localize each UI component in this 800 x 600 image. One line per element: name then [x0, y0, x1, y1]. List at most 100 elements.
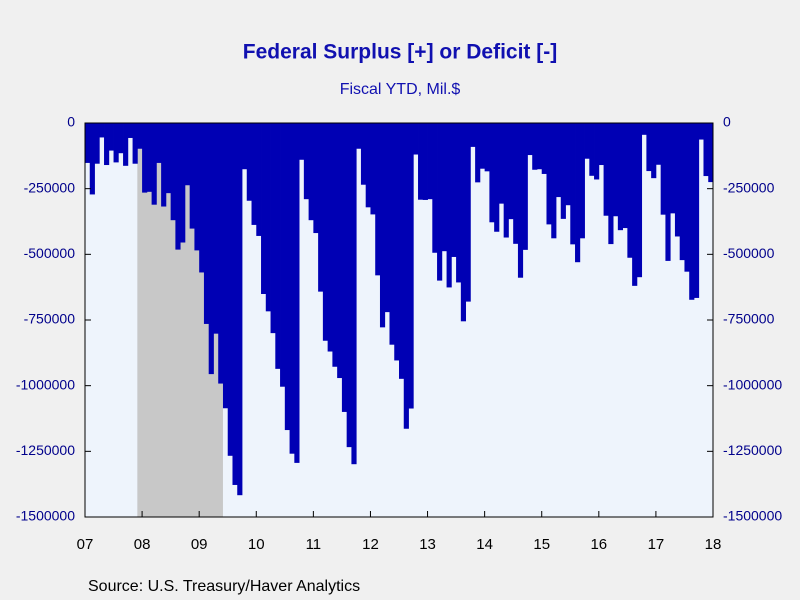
x-tick-label: 08: [134, 536, 151, 553]
bar: [123, 123, 129, 166]
bar: [308, 123, 314, 221]
bar: [636, 123, 643, 278]
bar: [522, 123, 528, 250]
bar: [484, 123, 490, 172]
bar: [527, 123, 533, 156]
y2-tick-label: 0: [723, 114, 731, 130]
bar: [256, 123, 262, 236]
bar: [551, 123, 557, 239]
bar: [280, 123, 286, 387]
bar: [579, 123, 585, 239]
bar: [498, 123, 505, 204]
y-tick-label: -250000: [24, 179, 76, 195]
bar: [108, 123, 114, 151]
bar: [113, 123, 119, 163]
bar: [242, 123, 248, 170]
bar: [351, 123, 357, 465]
bar: [546, 123, 552, 225]
bar: [689, 123, 695, 300]
bar: [222, 123, 229, 409]
bar: [570, 123, 576, 245]
bar: [246, 123, 252, 201]
x-tick-label: 16: [590, 536, 607, 553]
bar: [503, 123, 509, 238]
y-tick-label: -1250000: [16, 442, 75, 458]
bar: [384, 123, 390, 313]
bar: [670, 123, 676, 214]
bar: [184, 123, 191, 186]
bar: [346, 123, 352, 448]
bar: [89, 123, 95, 195]
bar: [556, 123, 562, 198]
bar: [294, 123, 300, 463]
bar: [270, 123, 276, 334]
bar: [237, 123, 243, 496]
bar: [532, 123, 538, 170]
bar: [365, 123, 371, 208]
bar: [180, 123, 186, 243]
bar: [175, 123, 181, 250]
bar: [693, 123, 700, 298]
bar: [156, 123, 162, 163]
bar: [232, 123, 238, 485]
x-tick-label: 10: [248, 536, 265, 553]
bar: [399, 123, 405, 379]
bar: [422, 123, 428, 200]
bar: [408, 123, 414, 409]
bar: [227, 123, 233, 456]
bar: [403, 123, 409, 429]
y2-tick-label: -1500000: [723, 508, 782, 524]
bar: [513, 123, 519, 244]
bar: [146, 123, 153, 192]
bar: [708, 123, 713, 183]
bar: [703, 123, 709, 177]
bar: [203, 123, 210, 324]
x-tick-label: 14: [476, 536, 493, 553]
bar: [651, 123, 657, 179]
bar: [379, 123, 386, 328]
bar: [446, 123, 452, 288]
bar: [289, 123, 295, 454]
bar: [489, 123, 495, 223]
bar: [194, 123, 200, 251]
bar: [337, 123, 343, 379]
y-tick-label: -1500000: [16, 508, 75, 524]
bar: [142, 123, 148, 193]
bar: [632, 123, 638, 286]
bar: [508, 123, 514, 220]
x-tick-label: 07: [77, 536, 94, 553]
bar: [118, 123, 124, 154]
bar: [470, 123, 476, 147]
bar: [451, 123, 457, 257]
bar: [698, 123, 704, 140]
bar: [327, 123, 333, 352]
x-tick-label: 15: [533, 536, 550, 553]
bar: [427, 123, 433, 200]
bar: [622, 123, 628, 229]
bar: [341, 123, 348, 412]
bar: [170, 123, 176, 221]
x-tick-label: 12: [362, 536, 379, 553]
bar: [265, 123, 271, 312]
bar: [603, 123, 609, 216]
bar: [575, 123, 581, 263]
y-tick-label: 0: [67, 114, 75, 130]
bar: [165, 123, 172, 194]
y2-tick-label: -250000: [723, 179, 775, 195]
bar: [151, 123, 157, 205]
bar: [360, 123, 367, 185]
bar: [684, 123, 690, 272]
bar: [261, 123, 267, 294]
bar: [322, 123, 329, 341]
x-tick-label: 09: [191, 536, 208, 553]
bar: [437, 123, 443, 281]
bar: [332, 123, 338, 367]
bar: [94, 123, 100, 164]
x-tick-label: 17: [648, 536, 665, 553]
y-tick-label: -500000: [24, 245, 76, 261]
source-note: Source: U.S. Treasury/Haver Analytics: [88, 578, 360, 595]
bar: [356, 123, 362, 149]
bar: [441, 123, 447, 252]
bar: [475, 123, 481, 183]
bar: [418, 123, 424, 200]
